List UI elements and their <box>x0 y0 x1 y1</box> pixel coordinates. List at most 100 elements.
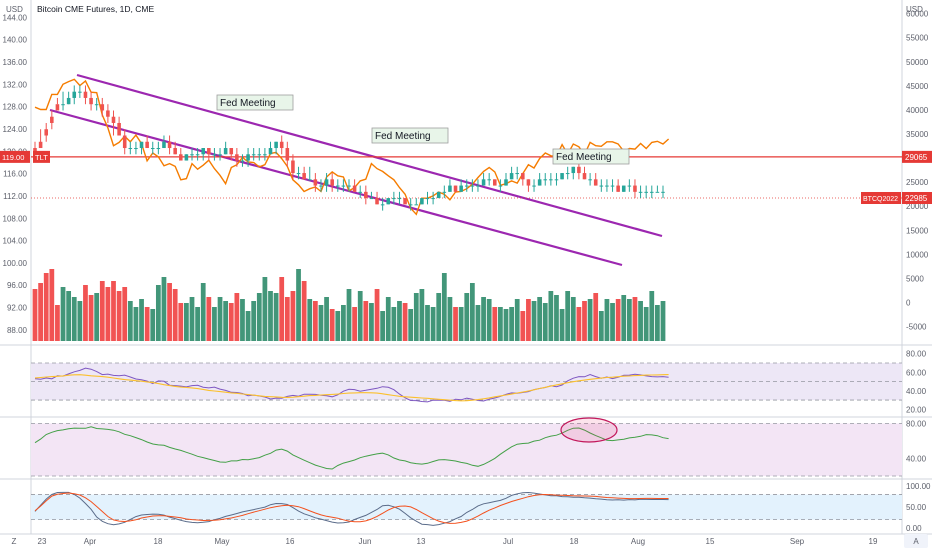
volume-bar <box>256 293 262 341</box>
right-symbol-tag-bg <box>861 192 901 204</box>
volume-bar <box>83 285 88 341</box>
volume-bar <box>430 307 436 341</box>
candle-up <box>162 141 166 149</box>
candle-down <box>38 141 43 149</box>
volume-bar <box>105 287 111 341</box>
candle-down <box>577 166 581 174</box>
volume-bar <box>374 289 380 341</box>
volume-bar <box>469 283 475 341</box>
volume-bar <box>279 277 285 341</box>
candle-down <box>235 154 239 161</box>
candle-up <box>156 148 161 150</box>
candle-up <box>655 191 660 193</box>
candle-up <box>358 191 363 193</box>
candle-up <box>397 198 402 200</box>
volume-bar <box>486 299 492 341</box>
candle-up <box>319 185 323 187</box>
candle-up <box>380 204 385 206</box>
candle-down <box>173 148 177 155</box>
volume-bar <box>464 293 470 341</box>
x-axis-tick: 13 <box>417 537 426 546</box>
candle-up <box>218 154 222 156</box>
candle-down <box>633 185 637 192</box>
candle-up <box>649 191 654 193</box>
auto-scale-button: A <box>913 537 919 546</box>
right-axis-tick: 60000 <box>906 10 929 19</box>
candle-down <box>55 104 60 111</box>
volume-bar <box>77 301 83 341</box>
left-axis-tick: 100.00 <box>3 259 28 268</box>
volume-bar <box>492 307 498 341</box>
candle-up <box>627 185 632 187</box>
subpane-axis-tick: 80.00 <box>906 350 927 359</box>
left-axis-tick: 92.00 <box>7 304 28 313</box>
volume-bar <box>565 291 571 341</box>
left-unit-label: USD <box>6 5 23 14</box>
left-symbol-tag-bg <box>33 150 50 163</box>
subpane-axis-tick: 50.00 <box>906 503 927 512</box>
volume-bar <box>447 297 453 341</box>
x-axis-tick: 18 <box>154 537 163 546</box>
candle-up <box>268 148 273 155</box>
volume-bar <box>111 281 116 341</box>
volume-bar <box>38 283 43 341</box>
candle-up <box>408 204 413 206</box>
volume-bar <box>178 303 184 341</box>
subpane-axis-tick: 60.00 <box>906 368 927 377</box>
right-last-price-bg <box>902 192 932 204</box>
candle-up <box>605 185 609 187</box>
candle-up <box>644 191 648 193</box>
candle-up <box>565 173 570 175</box>
candle-down <box>111 116 116 123</box>
candle-up <box>554 179 559 181</box>
volume-bar <box>301 281 307 341</box>
candle-up <box>470 185 475 187</box>
candle-up <box>498 185 503 187</box>
candle-down <box>375 198 379 205</box>
x-axis-tick: 19 <box>869 537 878 546</box>
settings-button[interactable] <box>904 534 928 548</box>
candle-down <box>313 179 318 186</box>
candle-up <box>532 185 536 187</box>
volume-bar <box>94 293 100 341</box>
candle-down <box>178 154 183 161</box>
volume-bar <box>133 307 139 341</box>
volume-bar <box>587 299 593 341</box>
volume-bar <box>638 301 643 341</box>
candle-up <box>240 160 245 162</box>
volume-bar <box>284 297 290 341</box>
volume-bar <box>380 311 386 341</box>
volume-bar <box>615 299 621 341</box>
fed-meeting-label: Fed Meeting <box>375 131 431 142</box>
candle-down <box>291 160 295 174</box>
volume-bar <box>655 305 660 341</box>
left-axis-tick: 88.00 <box>7 326 28 335</box>
candle-down <box>106 110 110 117</box>
left-axis-tick: 116.00 <box>3 170 27 179</box>
right-price-tag: 29065 <box>905 153 928 162</box>
x-axis-tick: 16 <box>286 537 295 546</box>
volume-bar <box>240 299 245 341</box>
volume-bar <box>570 297 576 341</box>
fed-meeting-label: Fed Meeting <box>220 98 276 109</box>
volume-bar <box>200 283 206 341</box>
volume-bar <box>341 305 346 341</box>
candle-up <box>190 154 194 156</box>
volume-bar <box>475 305 481 341</box>
candle-up <box>504 179 508 186</box>
subpane-axis-tick: 40.00 <box>906 387 927 396</box>
volume-bar <box>127 301 133 341</box>
candle-up <box>61 104 65 106</box>
volume-bar <box>643 307 649 341</box>
candle-up <box>560 173 564 180</box>
volume-bar <box>144 307 150 341</box>
volume-bar <box>155 285 161 341</box>
left-axis-tick: 124.00 <box>3 125 28 134</box>
candle-down <box>616 185 620 192</box>
x-axis-tick: Jul <box>503 537 513 546</box>
right-axis-tick: 0 <box>906 298 911 307</box>
candle-down <box>229 148 234 155</box>
subpane-axis-tick: 40.00 <box>906 455 927 464</box>
